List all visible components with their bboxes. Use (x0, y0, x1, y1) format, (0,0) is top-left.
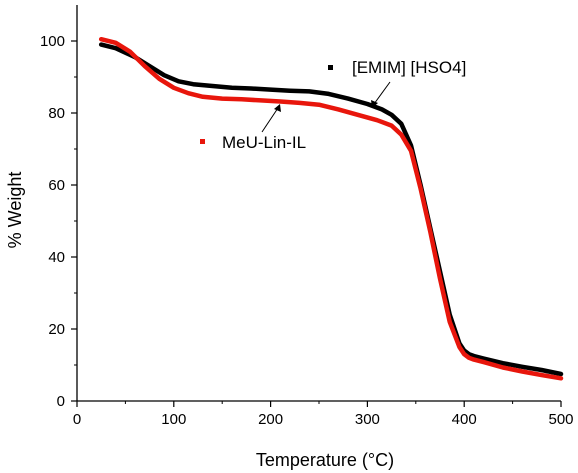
y-tick-label: 60 (48, 177, 65, 194)
x-tick-label: 400 (452, 411, 477, 428)
x-tick-label: 200 (258, 411, 283, 428)
annotation-arrowhead-meu-lin-il (274, 104, 281, 112)
y-tick-label: 80 (48, 105, 65, 122)
legend-label-emim-hso4: [EMIM] [HSO4] (352, 58, 466, 77)
annotation-arrow-meu-lin-il (261, 107, 279, 133)
legend-marker-emim-hso4 (328, 65, 333, 70)
annotation-arrowhead-emim-hso4 (371, 100, 378, 108)
y-axis-title: % Weight (5, 172, 25, 249)
x-axis-ticks: 0 100 200 300 400 500 (73, 401, 574, 428)
y-axis-ticks: 0 20 40 60 80 100 (40, 33, 77, 410)
series-layer (98, 36, 564, 381)
x-tick-label: 100 (161, 411, 186, 428)
series-line-meu-lin-il (98, 36, 564, 381)
x-tick-label: 0 (73, 411, 81, 428)
y-tick-label: 0 (57, 393, 65, 410)
annotation-arrow-emim-hso4 (373, 81, 391, 105)
legend-marker-meu-lin-il (200, 139, 205, 144)
series-line-emim-hso4 (98, 42, 564, 377)
legend: [EMIM] [HSO4] MeU-Lin-IL (200, 58, 466, 152)
y-tick-label: 100 (40, 33, 65, 50)
x-tick-label: 500 (548, 411, 573, 428)
x-axis-title: Temperature (°C) (256, 450, 394, 470)
legend-label-meu-lin-il: MeU-Lin-IL (222, 133, 306, 152)
x-tick-label: 300 (355, 411, 380, 428)
y-tick-label: 40 (48, 249, 65, 266)
y-tick-label: 20 (48, 321, 65, 338)
